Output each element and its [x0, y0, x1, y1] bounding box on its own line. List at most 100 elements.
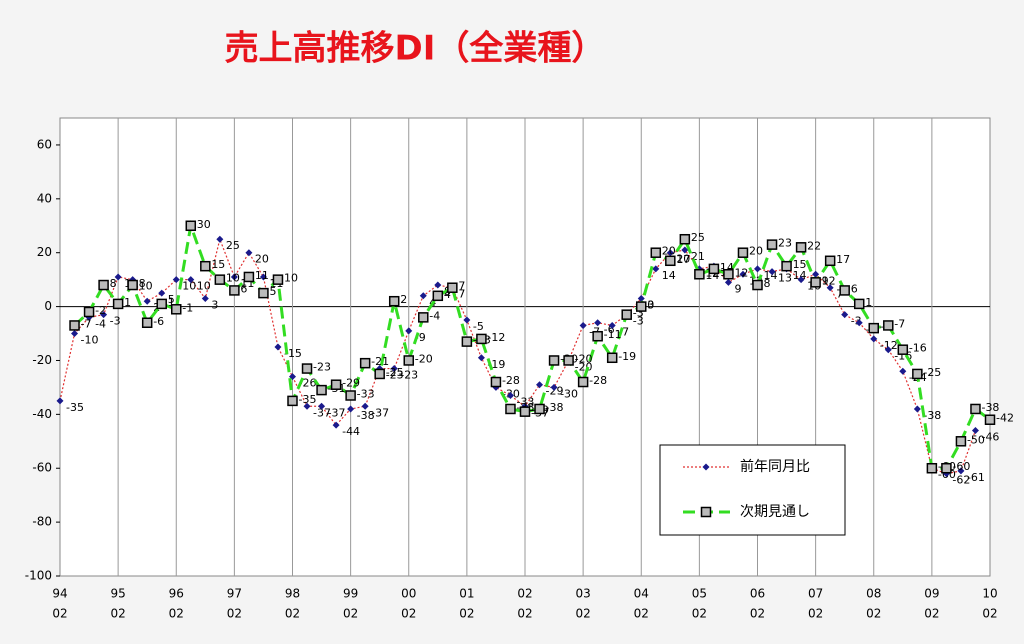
data-label: -35 [299, 393, 317, 406]
y-tick-label: -100 [25, 569, 52, 583]
x-tick-label: 96 [169, 587, 184, 601]
data-label: 20 [749, 245, 763, 258]
data-label: -23 [386, 369, 404, 382]
marker [971, 427, 979, 435]
marker [739, 270, 747, 278]
data-label: -30 [560, 387, 578, 400]
data-label: 4 [444, 288, 451, 301]
marker [127, 279, 138, 291]
data-label: -2 [95, 304, 106, 317]
marker [824, 255, 836, 267]
data-label: 1 [168, 296, 175, 309]
data-label: 9 [822, 274, 829, 287]
x-tick-label: 02 [924, 607, 939, 621]
marker [955, 436, 967, 447]
x-tick-label: 00 [401, 587, 416, 601]
marker [957, 467, 965, 475]
marker [606, 352, 618, 364]
data-label: 13 [778, 272, 792, 285]
data-label: 1 [865, 296, 872, 309]
data-label: -61 [967, 471, 985, 484]
data-label: 8 [764, 277, 771, 290]
x-tick-label: 02 [459, 607, 474, 621]
marker [318, 402, 326, 410]
x-tick-label: 95 [110, 587, 125, 601]
data-label: 5 [269, 285, 276, 298]
data-label: -11 [604, 328, 622, 341]
x-tick-label: 07 [808, 587, 823, 601]
marker [534, 403, 545, 415]
marker [506, 391, 514, 399]
data-label: -25 [386, 366, 404, 379]
marker [287, 395, 298, 407]
series-line [73, 219, 991, 470]
x-tick-label: 02 [227, 607, 242, 621]
marker [594, 319, 602, 327]
data-label: -33 [357, 387, 375, 400]
x-tick-label: 02 [692, 607, 707, 621]
data-label: -25 [923, 366, 941, 379]
marker [797, 276, 805, 284]
x-tick-label: 97 [227, 587, 242, 601]
marker [100, 311, 108, 319]
marker [737, 247, 749, 258]
data-label: -3 [851, 315, 862, 328]
marker [274, 343, 282, 351]
marker [214, 274, 226, 285]
data-label: -5 [473, 320, 484, 333]
data-label: 25 [691, 231, 705, 244]
marker [883, 320, 894, 331]
data-label: 10 [139, 280, 153, 293]
marker [432, 290, 444, 302]
data-label: -7 [81, 317, 92, 330]
data-label: 25 [226, 239, 240, 252]
x-tick-label: 02 [52, 607, 67, 621]
marker [870, 335, 878, 343]
marker [216, 235, 224, 243]
marker [229, 285, 240, 296]
marker [505, 403, 516, 415]
marker [548, 355, 560, 366]
data-label: -62 [952, 474, 970, 487]
data-label: 17 [836, 253, 850, 266]
data-label: 10 [182, 280, 196, 293]
marker [884, 346, 892, 354]
marker [868, 322, 879, 334]
marker [926, 462, 938, 474]
marker [841, 311, 849, 319]
marker [347, 405, 355, 413]
x-tick-label: 02 [866, 607, 881, 621]
marker [201, 295, 209, 303]
marker [550, 383, 558, 391]
marker [970, 403, 981, 415]
data-label: -1 [182, 301, 193, 314]
x-tick-label: 05 [692, 587, 707, 601]
marker [899, 367, 907, 375]
marker [536, 381, 544, 389]
data-label: -29 [546, 385, 564, 398]
marker [490, 376, 502, 388]
marker [700, 506, 712, 518]
data-label: 5 [168, 293, 175, 306]
marker [434, 281, 442, 289]
data-label: 6 [240, 282, 247, 295]
data-label: -42 [996, 412, 1014, 425]
data-label: -19 [618, 350, 636, 363]
y-tick-label: 60 [37, 137, 52, 151]
data-label: -60 [952, 460, 970, 473]
marker [752, 279, 763, 291]
data-label: -4 [429, 309, 440, 322]
marker [419, 292, 427, 300]
data-label: -38 [357, 409, 375, 422]
marker [754, 265, 761, 273]
data-label: -3 [633, 315, 644, 328]
data-label: -38 [923, 409, 941, 422]
data-label: -28 [589, 374, 607, 387]
marker [723, 269, 734, 280]
data-label: 3 [211, 299, 218, 312]
x-tick-label: 02 [517, 607, 532, 621]
data-label: -29 [342, 377, 360, 390]
marker [447, 282, 458, 293]
data-label: 8 [110, 277, 117, 290]
marker [636, 301, 647, 312]
